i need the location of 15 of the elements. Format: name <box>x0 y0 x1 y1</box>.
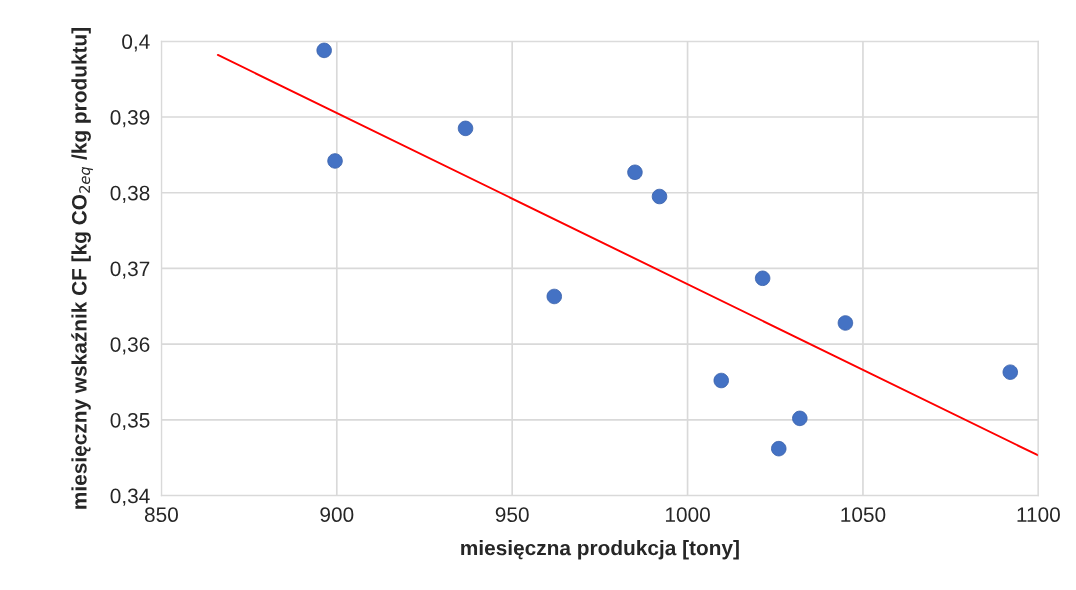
y-tick-label: 0,4 <box>122 34 150 52</box>
x-tick-label: 900 <box>320 507 354 523</box>
y-tick-label: 0,34 <box>110 488 150 506</box>
x-tick-label: 1050 <box>841 507 886 523</box>
y-tick-label: 0,36 <box>110 337 150 355</box>
y-tick-label: 0,37 <box>110 261 150 279</box>
y-axis-title: miesięczny wskaźnik CF [kg CO$_{2eq}$ /kg produktu] <box>71 28 93 509</box>
x-tick-label: 1000 <box>665 507 710 523</box>
y-tick-label: 0,38 <box>110 185 150 203</box>
x-tick-label: 1100 <box>1017 507 1060 523</box>
x-tick-label: 950 <box>495 507 529 523</box>
x-tick-label: 850 <box>144 507 178 523</box>
y-tick-label: 0,39 <box>110 110 150 128</box>
x-axis-title: miesięczna produkcja [tony] <box>461 540 739 560</box>
y-tick-label: 0,35 <box>110 412 150 431</box>
